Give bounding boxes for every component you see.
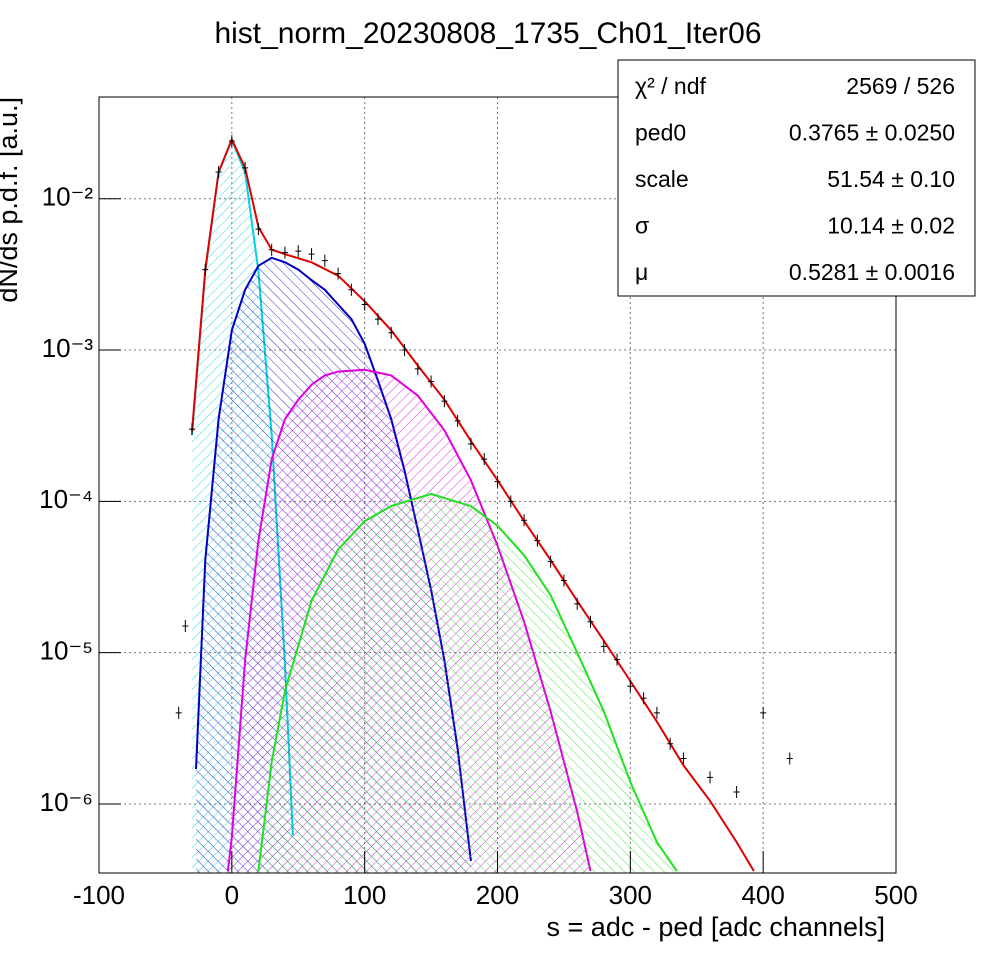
data-point — [600, 640, 607, 653]
stats-value: 0.3765 ± 0.0250 — [789, 120, 955, 146]
stats-frame — [617, 59, 976, 297]
data-point — [667, 737, 674, 750]
data-point — [388, 326, 395, 339]
data-point — [640, 692, 647, 705]
hatch-fill — [258, 493, 677, 873]
data-point — [428, 375, 435, 388]
data-point — [507, 495, 514, 508]
y-tick-label: 10⁻⁴ — [39, 484, 93, 514]
data-point — [534, 534, 541, 547]
data-point — [547, 555, 554, 568]
x-tick-label: 0 — [225, 880, 239, 910]
data-point — [627, 680, 634, 693]
data-point — [215, 166, 222, 179]
stats-name: μ — [635, 259, 648, 285]
y-tick-label: 10⁻³ — [42, 333, 94, 363]
data-point — [587, 615, 594, 628]
data-point — [295, 245, 302, 258]
y-tick-label: 10⁻⁶ — [40, 787, 93, 817]
data-point — [414, 362, 421, 375]
stats-value: 51.54 ± 0.10 — [827, 166, 955, 192]
x-tick-label: -100 — [73, 880, 125, 910]
x-axis-label: s = adc - ped [adc channels] — [547, 912, 885, 942]
data-point — [786, 752, 793, 765]
stats-name: scale — [635, 166, 689, 192]
data-point — [494, 475, 501, 488]
plot-area — [99, 97, 896, 873]
x-tick-label: 100 — [343, 880, 386, 910]
data-point — [707, 771, 714, 784]
data-point — [268, 243, 275, 256]
stats-value: 2569 / 526 — [846, 73, 955, 99]
data-point — [308, 248, 315, 261]
data-point — [175, 706, 182, 719]
data-point — [653, 706, 660, 719]
stats-value: 10.14 ± 0.02 — [827, 213, 955, 239]
data-point — [335, 267, 342, 280]
data-point — [401, 344, 408, 357]
x-tick-label: 500 — [874, 880, 917, 910]
data-point — [188, 423, 195, 436]
data-point — [521, 514, 528, 527]
data-point — [614, 653, 621, 666]
data-point — [467, 437, 474, 450]
data-point — [255, 223, 262, 236]
data-point — [202, 263, 209, 276]
data-point — [733, 786, 740, 799]
x-tick-label: 200 — [476, 880, 519, 910]
stats-box: χ² / ndf 2569 / 526 ped0 0.3765 ± 0.0250 sca… — [617, 59, 976, 297]
stats-name: χ² / ndf — [635, 73, 706, 99]
data-point — [481, 453, 488, 466]
fit-curve — [257, 492, 678, 872]
x-tick-label: 300 — [609, 880, 652, 910]
data-point — [454, 414, 461, 427]
stats-value: 0.5281 ± 0.0016 — [789, 259, 955, 285]
data-point — [760, 706, 767, 719]
chart-title: hist_norm_20230808_1735_Ch01_Iter06 — [214, 17, 761, 50]
data-point — [680, 752, 687, 765]
y-tick-label: 10⁻² — [42, 182, 94, 212]
data-point — [374, 313, 381, 326]
y-tick-label: 10⁻⁵ — [40, 636, 93, 666]
x-tick-label: 400 — [741, 880, 784, 910]
data-point — [361, 298, 368, 311]
data-point — [441, 395, 448, 408]
stats-name: ped0 — [635, 120, 686, 146]
data-point — [348, 283, 355, 296]
data-point — [574, 597, 581, 610]
data-point — [560, 574, 567, 587]
data-point — [228, 135, 235, 148]
stats-name: σ — [635, 213, 649, 239]
data-point — [321, 254, 328, 267]
data-point — [281, 246, 288, 259]
data-point — [182, 620, 189, 633]
y-axis-label: dN/ds p.d.f. [a.u.] — [0, 97, 23, 303]
data-point — [242, 161, 249, 174]
